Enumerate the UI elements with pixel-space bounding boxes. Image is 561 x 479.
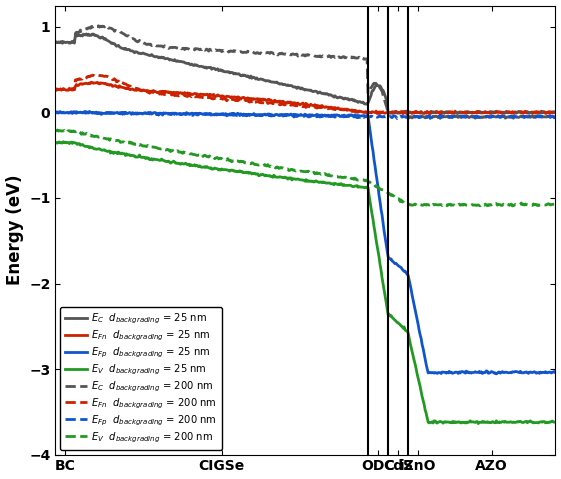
Legend: $E_C$  $d_{\mathit{backgrading}}$ = 25 nm, $E_{Fn}$  $d_{\mathit{backgrading}}$ : $E_C$ $d_{\mathit{backgrading}}$ = 25 nm… bbox=[61, 307, 222, 450]
Y-axis label: Energy (eV): Energy (eV) bbox=[6, 175, 24, 285]
